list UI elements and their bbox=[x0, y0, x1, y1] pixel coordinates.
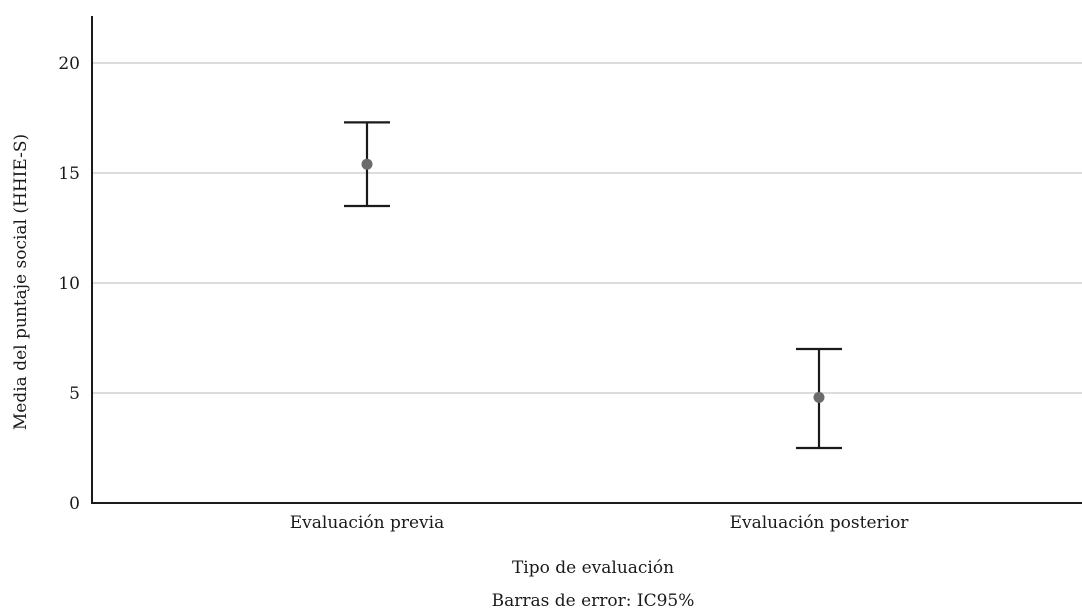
error-bar-marks bbox=[344, 121, 842, 450]
y-tick-0: 0 bbox=[69, 494, 80, 514]
y-tick-15: 15 bbox=[58, 164, 80, 184]
y-tick-labels: 0 5 10 15 20 bbox=[58, 54, 80, 514]
x-axis-title: Tipo de evaluación bbox=[512, 558, 674, 578]
y-tick-10: 10 bbox=[58, 274, 80, 294]
x-tick-0: Evaluación previa bbox=[290, 513, 444, 533]
error-bar-footnote: Barras de error: IC95% bbox=[492, 591, 695, 611]
y-tick-5: 5 bbox=[69, 384, 80, 404]
error-bar-1 bbox=[796, 347, 842, 450]
y-tick-20: 20 bbox=[58, 54, 80, 74]
x-tick-labels: Evaluación previa Evaluación posterior bbox=[290, 513, 910, 533]
gridlines bbox=[92, 62, 1082, 394]
mean-point-0 bbox=[361, 158, 373, 170]
y-axis-title: Media del puntaje social (HHIE-S) bbox=[11, 134, 31, 430]
x-tick-1: Evaluación posterior bbox=[730, 513, 910, 533]
mean-point-1 bbox=[813, 391, 825, 403]
error-bar-0 bbox=[344, 121, 390, 208]
